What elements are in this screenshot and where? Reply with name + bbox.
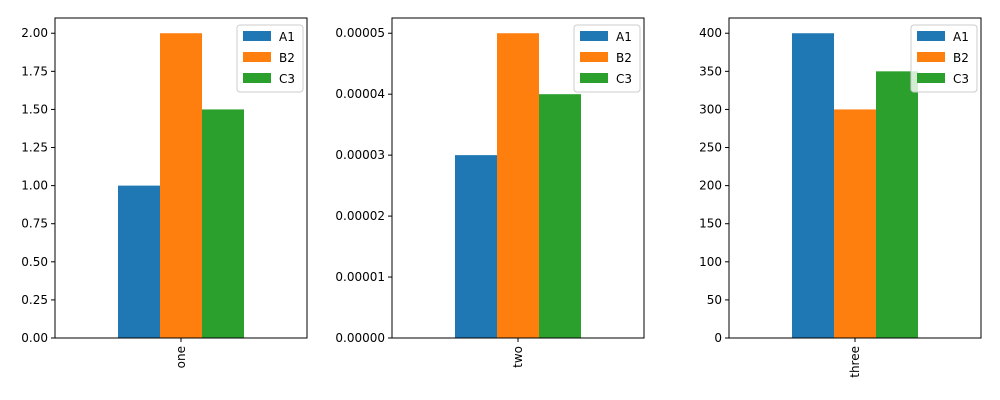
y-tick-label: 100 [699,255,722,269]
legend-swatch-b2 [917,52,945,62]
legend-label-c3: C3 [279,72,295,86]
y-tick-label: 0.25 [21,293,48,307]
legend-swatch-c3 [580,73,608,83]
y-tick-label: 2.00 [21,26,48,40]
y-tick-label: 0.00005 [335,26,385,40]
legend-swatch-c3 [917,73,945,83]
y-tick-label: 400 [699,26,722,40]
legend-swatch-c3 [243,73,271,83]
legend-label-a1: A1 [616,30,632,44]
legend-label-b2: B2 [953,51,969,65]
legend-label-b2: B2 [616,51,632,65]
bar-c3-three [876,71,918,338]
bar-c3-one [202,109,244,338]
y-tick-label: 0.00002 [335,209,385,223]
x-tick-label: two [511,346,525,368]
y-tick-label: 0.00000 [335,331,385,345]
y-tick-label: 300 [699,102,722,116]
chart-panels: 0.00 0.25 0.50 0.75 1.00 1.25 1.50 1.75 2.00 one A… [21,17,982,378]
y-tick-label: 0.75 [21,217,48,231]
legend-swatch-a1 [917,31,945,41]
legend-swatch-a1 [580,31,608,41]
y-tick-label: 0.50 [21,255,48,269]
y-tick-label: 250 [699,141,722,155]
legend-label-a1: A1 [279,30,295,44]
y-tick-label: 50 [707,293,722,307]
x-tick-label: three [848,346,862,378]
y-tick-label: 1.00 [21,179,48,193]
y-tick-label: 0 [714,331,722,345]
y-tick-label: 0.00003 [335,148,385,162]
y-tick-label: 150 [699,217,722,231]
x-tick-label: one [174,346,188,368]
bar-c3-two [539,94,581,338]
legend: A1 B2 C3 [910,24,978,93]
bar-a1-three [792,33,834,338]
legend-swatch-b2 [243,52,271,62]
bar-a1-one [118,185,160,338]
bar-b2-three [834,109,876,338]
chart-panel-3: 0 50 100 150 200 250 300 350 400 three A1 B2 C3 [699,17,982,378]
legend-swatch-b2 [580,52,608,62]
y-tick-label: 1.75 [21,64,48,78]
y-tick-label: 0.00 [21,331,48,345]
bar-b2-two [497,33,539,338]
legend-label-b2: B2 [279,51,295,65]
y-tick-label: 200 [699,179,722,193]
legend: A1 B2 C3 [236,24,304,93]
y-tick-label: 350 [699,64,722,78]
legend-swatch-a1 [243,31,271,41]
y-tick-label: 1.50 [21,102,48,116]
legend-label-c3: C3 [616,72,632,86]
y-tick-label: 0.00004 [335,87,385,101]
legend-label-c3: C3 [953,72,969,86]
legend-label-a1: A1 [953,30,969,44]
legend: A1 B2 C3 [573,24,641,93]
chart-panel-1: 0.00 0.25 0.50 0.75 1.00 1.25 1.50 1.75 2.00 one A… [21,17,308,368]
y-tick-label: 0.00001 [335,270,385,284]
bar-b2-one [160,33,202,338]
bar-a1-two [455,155,497,338]
chart-panel-2: 0.00000 0.00001 0.00002 0.00003 0.00004 0.000… [335,17,645,368]
y-tick-label: 1.25 [21,141,48,155]
